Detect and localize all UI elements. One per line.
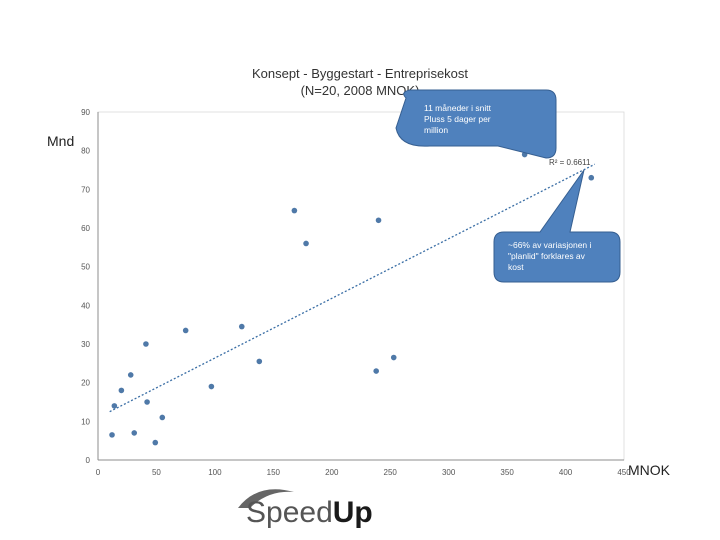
data-point — [182, 327, 189, 334]
x-tick-label: 150 — [267, 468, 281, 477]
y-tick-label: 10 — [81, 417, 90, 426]
data-point — [118, 387, 125, 394]
callout-months-line-1: 11 måneder i snitt — [424, 103, 492, 113]
y-tick-label: 30 — [81, 340, 90, 349]
x-tick-label: 300 — [442, 468, 456, 477]
callout-months-line-2: Pluss 5 dager per — [424, 114, 491, 124]
data-point — [109, 432, 115, 438]
data-point — [144, 399, 150, 405]
data-point — [375, 217, 382, 224]
callout-variance-line-3: kost — [508, 262, 524, 272]
y-tick-label: 90 — [81, 108, 90, 117]
x-tick-labels: 0 50 100 150 200 250 300 350 400 450 — [96, 468, 631, 477]
logo-swoosh-icon — [238, 489, 294, 508]
x-tick-label: 50 — [152, 468, 161, 477]
callout-months-line-3: million — [424, 125, 448, 135]
data-point — [143, 341, 149, 347]
data-point — [390, 354, 397, 361]
data-point — [159, 414, 166, 421]
y-tick-label: 20 — [81, 379, 90, 388]
trendline — [109, 163, 596, 413]
chart-title-line-2: (N=20, 2008 MNOK) — [301, 83, 420, 98]
data-point — [291, 207, 298, 214]
x-tick-label: 0 — [96, 468, 101, 477]
data-point — [152, 439, 159, 446]
y-tick-label: 60 — [81, 224, 90, 233]
y-tick-label: 70 — [81, 185, 90, 194]
y-tick-label: 0 — [86, 456, 91, 465]
y-tick-label: 40 — [81, 301, 90, 310]
x-tick-label: 450 — [617, 468, 631, 477]
r-squared-label: R² = 0.6611 — [549, 158, 591, 167]
y-axis-label: Mnd — [47, 133, 74, 149]
data-point — [111, 403, 118, 409]
data-point — [127, 372, 134, 378]
data-point — [303, 240, 309, 247]
x-tick-label: 350 — [500, 468, 514, 477]
callout-variance-line-1: ~66% av variasjonen i — [508, 240, 592, 250]
x-axis-label: MNOK — [628, 462, 671, 478]
data-point — [256, 358, 263, 365]
x-tick-label: 250 — [384, 468, 398, 477]
data-point — [238, 323, 245, 330]
chart-title-line-1: Konsept - Byggestart - Entreprisekost — [252, 66, 468, 81]
callout-variance — [493, 169, 621, 283]
callout-variance-line-2: "planlid" forklares av — [508, 251, 586, 261]
x-tick-label: 400 — [559, 468, 573, 477]
x-tick-label: 100 — [208, 468, 222, 477]
data-points — [109, 151, 595, 446]
speedup-logo: SpeedUp — [238, 489, 373, 529]
x-tick-label: 200 — [325, 468, 339, 477]
data-point — [373, 368, 379, 374]
y-tick-label: 50 — [81, 263, 90, 272]
callout-months — [395, 89, 557, 159]
data-point — [208, 383, 215, 390]
plot-area — [97, 111, 625, 461]
y-tick-labels: 0 10 20 30 40 50 60 70 80 90 — [81, 108, 90, 465]
y-tick-label: 80 — [81, 147, 90, 156]
logo-text: SpeedUp — [246, 496, 373, 529]
data-point — [131, 430, 138, 436]
data-point — [588, 174, 595, 181]
